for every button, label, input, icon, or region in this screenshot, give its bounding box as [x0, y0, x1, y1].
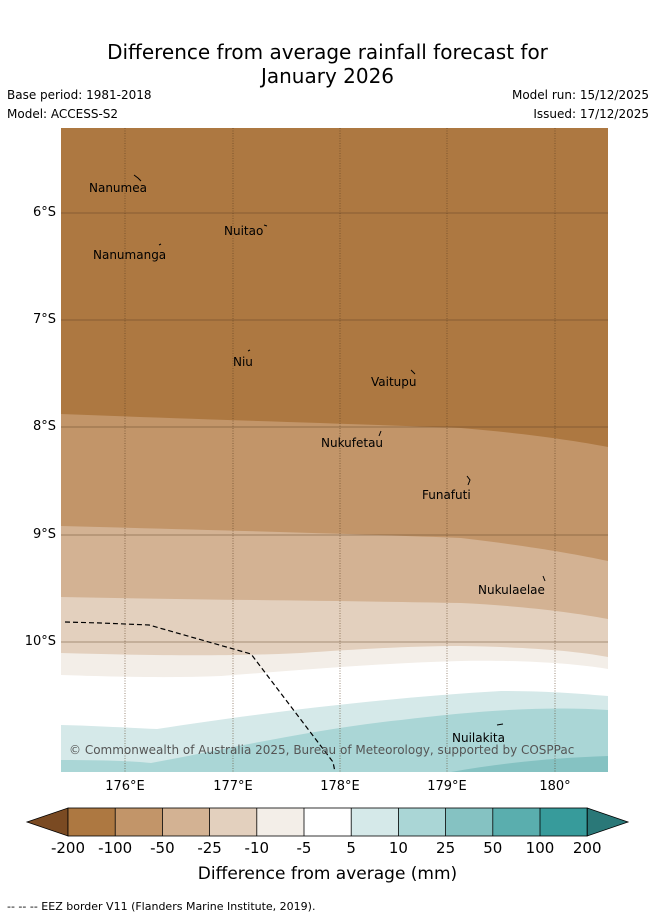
legend-swatch: [68, 808, 116, 836]
legend-swatch: [304, 808, 352, 836]
legend-tick: 50: [483, 839, 503, 857]
place-funafuti: Funafuti: [422, 488, 471, 502]
legend-swatch: [162, 808, 210, 836]
lon-label-178e: 178°E: [320, 779, 360, 794]
island-marks: [133, 174, 546, 726]
place-nanumea: Nanumea: [89, 181, 147, 195]
place-nuitao: Nuitao: [224, 224, 263, 238]
legend-tick: 10: [388, 839, 408, 857]
place-nanumanga: Nanumanga: [93, 248, 166, 262]
legend-title: Difference from average (mm): [197, 864, 458, 884]
island-nanumanga-mark: [158, 243, 162, 246]
legend-swatch: [256, 808, 304, 836]
place-niu: Niu: [233, 355, 253, 369]
legend-swatch: [398, 808, 446, 836]
lon-label-180: 180°: [539, 779, 571, 794]
legend-swatch: [445, 808, 493, 836]
copyright-notice: © Commonwealth of Australia 2025, Bureau…: [69, 743, 574, 757]
place-vaitupu: Vaitupu: [371, 375, 417, 389]
chart-title: Difference from average rainfall forecas…: [0, 40, 655, 88]
place-nukufetau: Nukufetau: [321, 436, 383, 450]
lat-label-6s: 6°S: [32, 205, 56, 220]
lon-label-176e: 176°E: [105, 779, 145, 794]
island-nukulaelae-mark: [542, 575, 546, 582]
model-run: Model run: 15/12/2025: [511, 88, 649, 102]
eez-border: [64, 621, 336, 772]
lon-label-177e: 177°E: [213, 779, 253, 794]
eez-footnote: -- -- -- EEZ border V11 (Flanders Marine…: [7, 900, 316, 913]
island-niu-mark: [247, 349, 251, 352]
island-nanumea-mark: [133, 174, 142, 182]
island-nukufetau-mark: [378, 430, 382, 437]
legend-swatch: [492, 808, 540, 836]
title-line-1: Difference from average rainfall forecas…: [107, 40, 548, 64]
legend-extend-low: [25, 807, 69, 837]
legend-tick: -10: [244, 839, 270, 857]
title-line-2: January 2026: [260, 64, 395, 88]
parallel-lines: [61, 212, 608, 643]
legend-tick: -25: [197, 839, 222, 857]
island-vaitupu-mark: [410, 369, 416, 375]
legend-tick: -50: [150, 839, 175, 857]
legend-swatch: [351, 808, 399, 836]
place-nuilakita: Nuilakita: [452, 731, 505, 745]
rainfall-map: Nanumea Nuitao Nanumanga Niu Vaitupu Nuk…: [61, 128, 608, 772]
band-plus-10: [61, 708, 608, 772]
island-nuilakita-mark: [496, 723, 504, 726]
issued-date: Issued: 17/12/2025: [533, 107, 649, 121]
legend-extend-high: [586, 807, 630, 837]
legend-tick: -5: [296, 839, 312, 857]
legend-tick: -100: [98, 839, 133, 857]
legend-tick: 100: [525, 839, 555, 857]
base-period: Base period: 1981-2018: [7, 88, 152, 102]
legend-tick: 5: [346, 839, 356, 857]
lat-label-10s: 10°S: [24, 634, 56, 649]
lat-label-8s: 8°S: [32, 419, 56, 434]
legend-tick: 25: [436, 839, 456, 857]
legend-swatch: [540, 808, 588, 836]
model-name: Model: ACCESS-S2: [7, 107, 119, 121]
legend-swatch: [115, 808, 163, 836]
lon-label-179e: 179°E: [427, 779, 467, 794]
lat-label-9s: 9°S: [32, 527, 56, 542]
island-nuitao-mark: [263, 224, 268, 227]
legend-swatch: [209, 808, 257, 836]
place-nukulaelae: Nukulaelae: [478, 583, 545, 597]
legend-tick: 200: [572, 839, 602, 857]
legend-colorbar: [25, 807, 630, 837]
island-funafuti-mark: [466, 475, 471, 486]
band-plus-25: [451, 756, 608, 772]
lat-label-7s: 7°S: [32, 312, 56, 327]
legend-tick: -200: [50, 839, 86, 857]
